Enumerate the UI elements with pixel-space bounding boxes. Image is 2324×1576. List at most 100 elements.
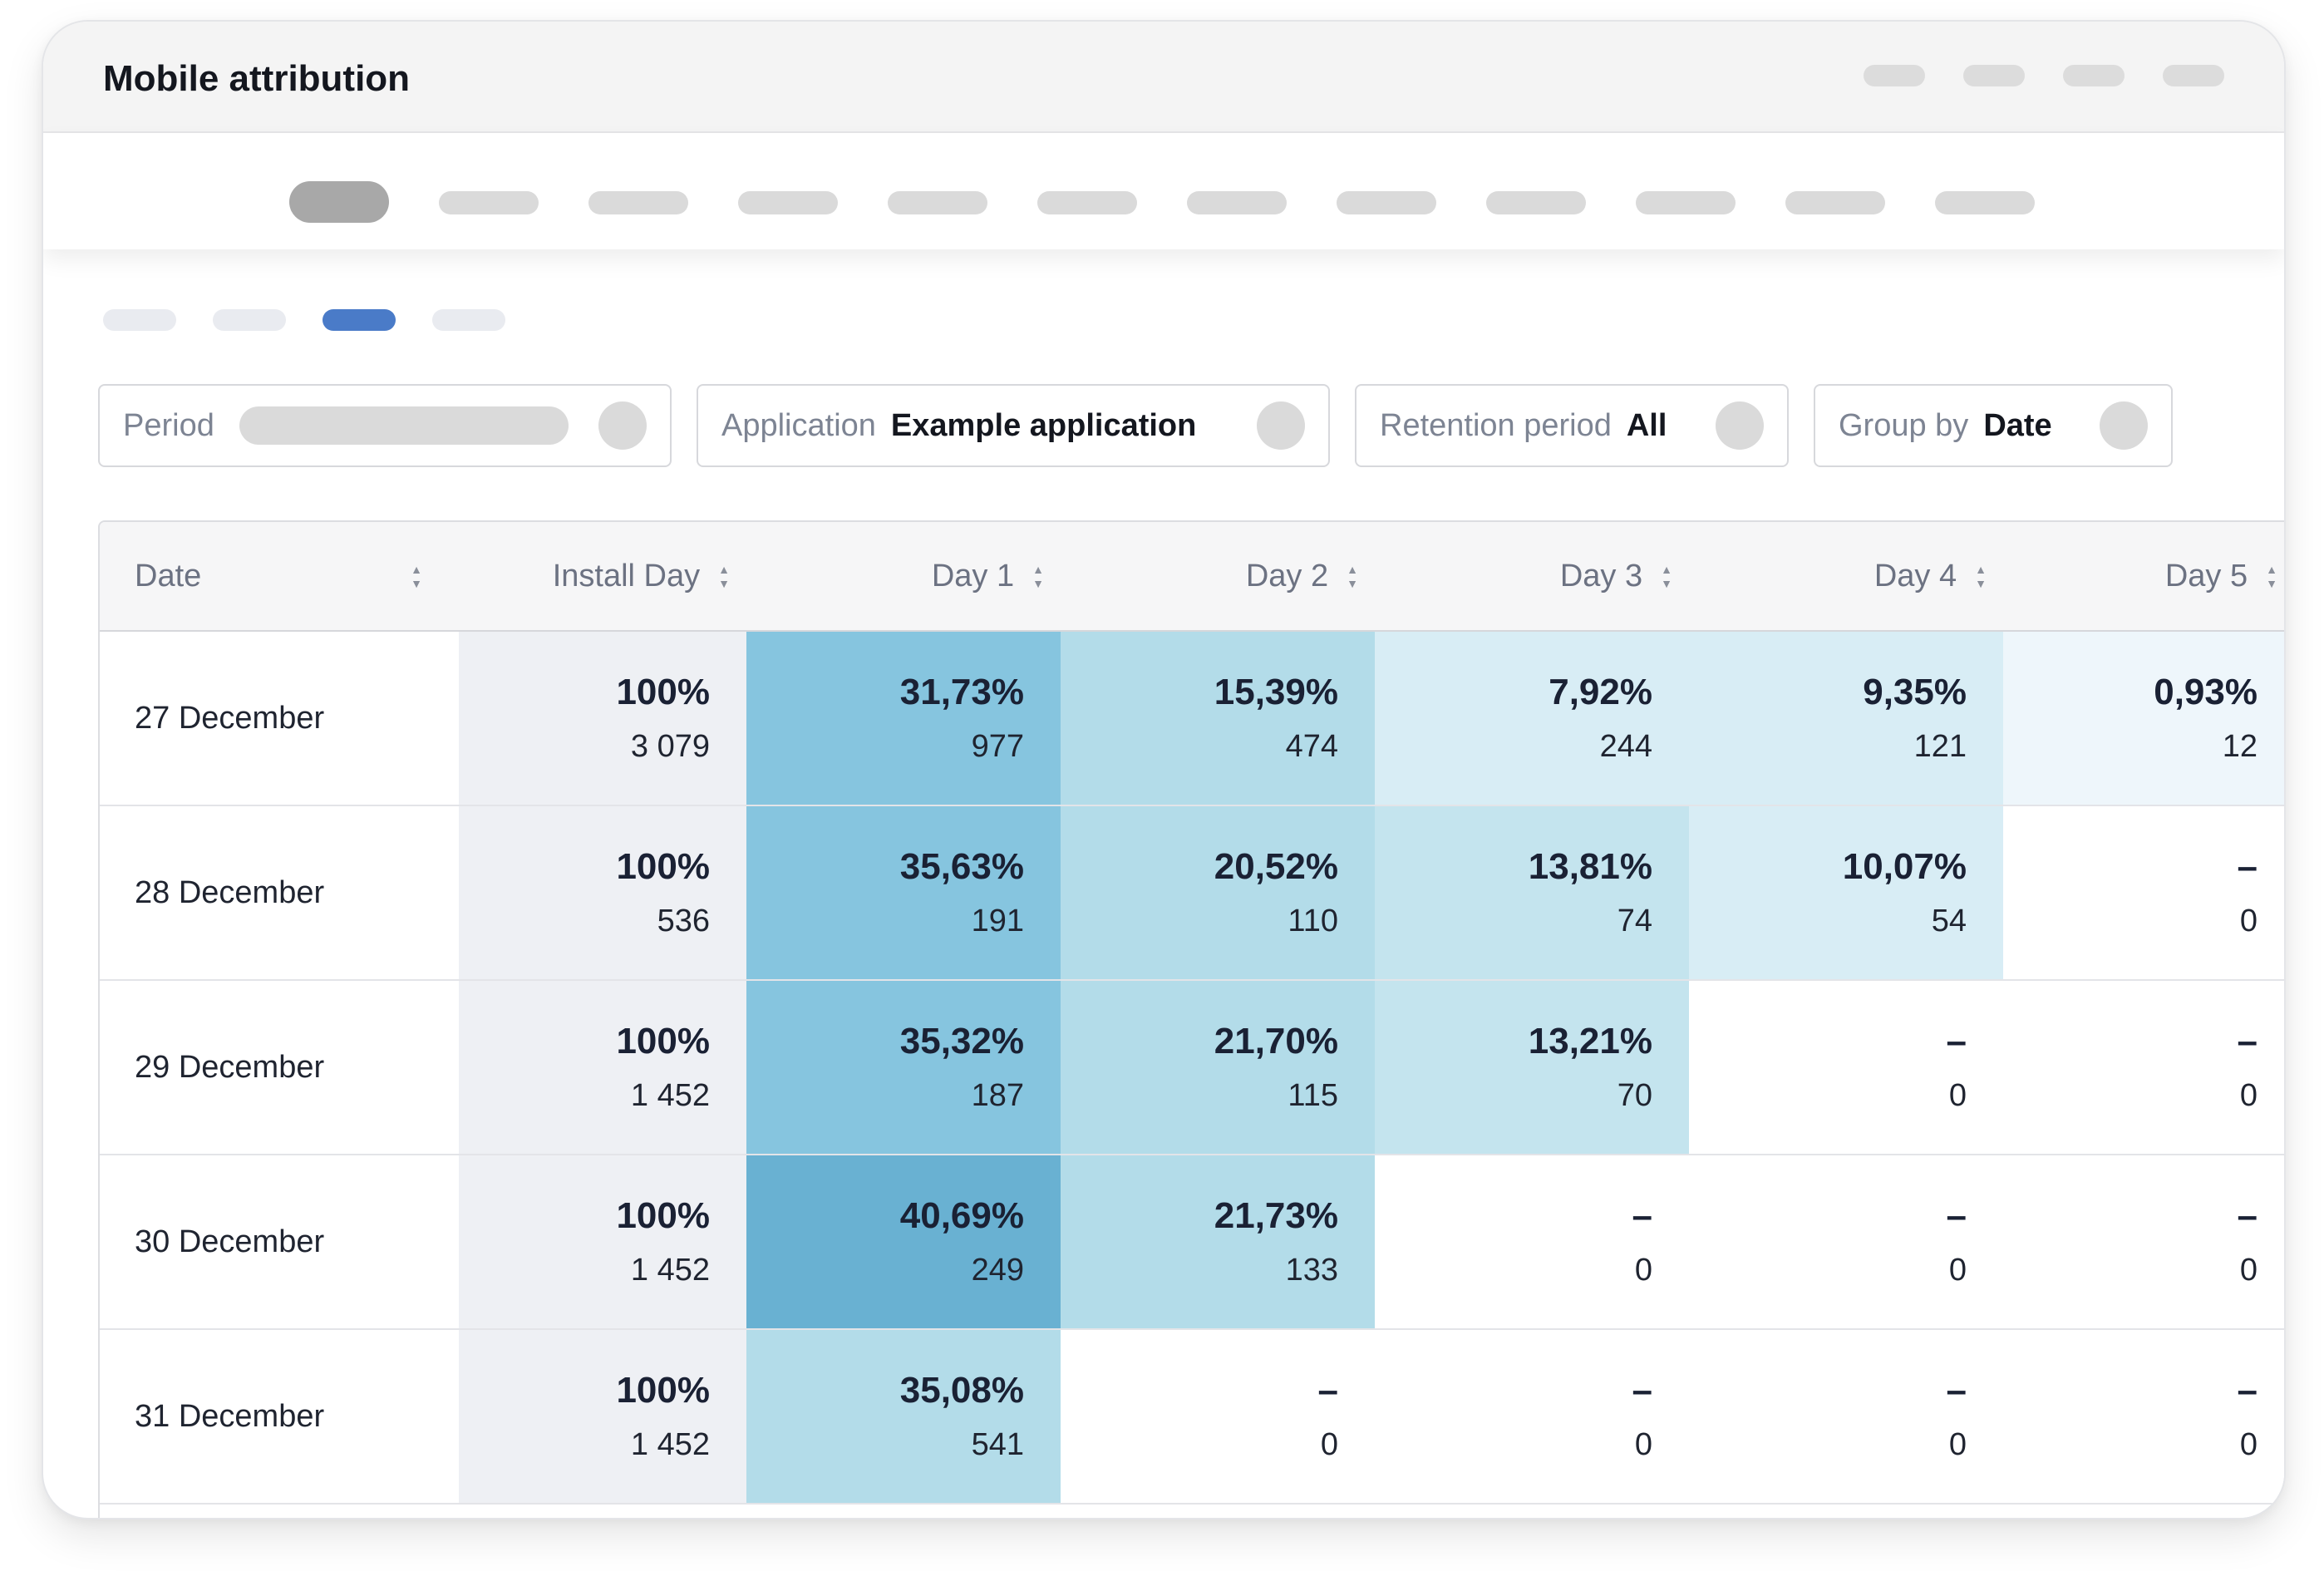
nav-item-1[interactable] <box>289 181 389 223</box>
retention-cell: 21,70% 115 <box>1061 980 1375 1155</box>
retention-count: 0 <box>1320 1427 1338 1462</box>
column-header-date[interactable]: Date ▲ ▼ <box>100 522 459 632</box>
retention-cell: –0 <box>1061 1329 1375 1505</box>
application-filter-value: Example application <box>890 407 1197 443</box>
retention-percent: 35,08% <box>899 1370 1024 1411</box>
retention-count: 54 <box>1931 904 1967 938</box>
nav-item-5[interactable] <box>888 191 987 214</box>
period-value-placeholder <box>239 406 569 445</box>
retention-cell: 100% 536 <box>459 805 746 981</box>
top-navigation <box>43 133 2284 249</box>
retention-period-filter[interactable]: Retention period All <box>1355 384 1789 467</box>
sub-tabs <box>103 309 505 331</box>
retention-count: 249 <box>971 1253 1024 1288</box>
retention-cell: –0 <box>2003 1155 2284 1330</box>
sort-icon[interactable]: ▲ ▼ <box>718 562 730 590</box>
retention-percent: 40,69% <box>899 1195 1024 1236</box>
window-control-1[interactable] <box>1864 65 1925 86</box>
retention-cell: –0 <box>2003 980 2284 1155</box>
retention-cell: –0 <box>1375 1329 1689 1505</box>
column-header-install-day[interactable]: Install Day ▲ ▼ <box>459 522 746 632</box>
retention-percent: – <box>1317 1370 1338 1411</box>
column-header-label: Day 1 <box>931 558 1015 593</box>
retention-count: 474 <box>1285 729 1338 764</box>
table-row: 27 December 100% 3 079 31,73% 977 15,39% 474 7,… <box>100 631 2284 806</box>
retention-count: 187 <box>971 1078 1024 1113</box>
nav-item-8[interactable] <box>1337 191 1436 214</box>
window-control-2[interactable] <box>1963 65 2025 86</box>
nav-item-2[interactable] <box>439 191 539 214</box>
retention-percent: 35,63% <box>899 846 1024 887</box>
sort-icon[interactable]: ▲ ▼ <box>1661 562 1672 590</box>
retention-percent: 13,81% <box>1528 846 1652 887</box>
column-header-day-1[interactable]: Day 1 ▲ ▼ <box>746 522 1061 632</box>
period-filter[interactable]: Period <box>98 384 672 467</box>
application-filter-label: Application <box>721 407 876 443</box>
sub-tab-4[interactable] <box>432 309 505 331</box>
retention-count: 70 <box>1617 1078 1652 1113</box>
date-cell: 30 December <box>100 1155 459 1330</box>
column-header-label: Day 2 <box>1245 558 1329 593</box>
retention-cell: –0 <box>1375 1155 1689 1330</box>
sub-tab-1[interactable] <box>103 309 176 331</box>
application-dropdown-icon[interactable] <box>1257 401 1305 450</box>
group-by-dropdown-icon[interactable] <box>2100 401 2148 450</box>
nav-item-3[interactable] <box>588 191 688 214</box>
retention-filter-label: Retention period <box>1380 407 1612 443</box>
retention-cell: 10,07% 54 <box>1689 805 2003 981</box>
sort-icon[interactable]: ▲ ▼ <box>411 562 422 590</box>
sort-icon[interactable]: ▲ ▼ <box>1347 562 1358 590</box>
column-header-day-2[interactable]: Day 2 ▲ ▼ <box>1061 522 1375 632</box>
retention-dropdown-icon[interactable] <box>1716 401 1764 450</box>
date-cell: 28 December <box>100 805 459 981</box>
nav-item-9[interactable] <box>1486 191 1586 214</box>
nav-item-4[interactable] <box>738 191 838 214</box>
retention-cell: 21,73% 133 <box>1061 1155 1375 1330</box>
retention-percent: – <box>1632 1370 1652 1411</box>
window-control-3[interactable] <box>2063 65 2125 86</box>
retention-percent: 20,52% <box>1214 846 1338 887</box>
column-header-label: Install Day <box>552 558 701 593</box>
retention-percent: 35,32% <box>899 1021 1024 1061</box>
application-filter[interactable]: Application Example application <box>697 384 1330 467</box>
retention-percent: – <box>1632 1195 1652 1236</box>
group-by-filter-label: Group by <box>1839 407 1969 443</box>
period-dropdown-icon[interactable] <box>598 401 647 450</box>
nav-item-11[interactable] <box>1785 191 1885 214</box>
retention-percent: 9,35% <box>1863 672 1967 712</box>
retention-count: 0 <box>2239 1253 2258 1288</box>
retention-cell: –0 <box>1689 1329 2003 1505</box>
retention-table-container: Date ▲ ▼ Install Day ▲ ▼ Day 1 ▲ ▼ Day 2 ▲ ▼ Day… <box>98 520 2284 1518</box>
nav-item-12[interactable] <box>1935 191 2035 214</box>
sub-tab-3[interactable] <box>323 309 396 331</box>
retention-cell: 13,81% 74 <box>1375 805 1689 981</box>
sub-tab-2[interactable] <box>213 309 286 331</box>
retention-cell: 100% 1 452 <box>459 1329 746 1505</box>
column-header-day-4[interactable]: Day 4 ▲ ▼ <box>1689 522 2003 632</box>
nav-item-6[interactable] <box>1037 191 1137 214</box>
retention-count: 1 452 <box>630 1253 710 1288</box>
window-control-4[interactable] <box>2163 65 2224 86</box>
column-header-day-3[interactable]: Day 3 ▲ ▼ <box>1375 522 1689 632</box>
retention-filter-value: All <box>1626 407 1667 443</box>
retention-percent: – <box>2237 846 2258 887</box>
retention-count: 0 <box>2239 1427 2258 1462</box>
retention-cell: 9,35% 121 <box>1689 631 2003 806</box>
nav-item-7[interactable] <box>1187 191 1287 214</box>
retention-percent: 7,92% <box>1549 672 1652 712</box>
sort-icon[interactable]: ▲ ▼ <box>1032 562 1044 590</box>
sort-icon[interactable]: ▲ ▼ <box>2266 562 2277 590</box>
retention-percent: – <box>2237 1195 2258 1236</box>
retention-count: 244 <box>1599 729 1652 764</box>
nav-item-10[interactable] <box>1636 191 1736 214</box>
retention-percent: – <box>2237 1021 2258 1061</box>
sort-icon[interactable]: ▲ ▼ <box>1975 562 1987 590</box>
retention-percent: 13,21% <box>1528 1021 1652 1061</box>
app-window: Mobile attribution Peri <box>42 20 2286 1519</box>
retention-percent: 10,07% <box>1842 846 1967 887</box>
group-by-filter[interactable]: Group by Date <box>1814 384 2173 467</box>
column-header-day-5[interactable]: Day 5 ▲ ▼ <box>2003 522 2284 632</box>
retention-cell: 35,32% 187 <box>746 980 1061 1155</box>
date-cell: 29 December <box>100 980 459 1155</box>
column-header-label: Day 5 <box>2164 558 2248 593</box>
